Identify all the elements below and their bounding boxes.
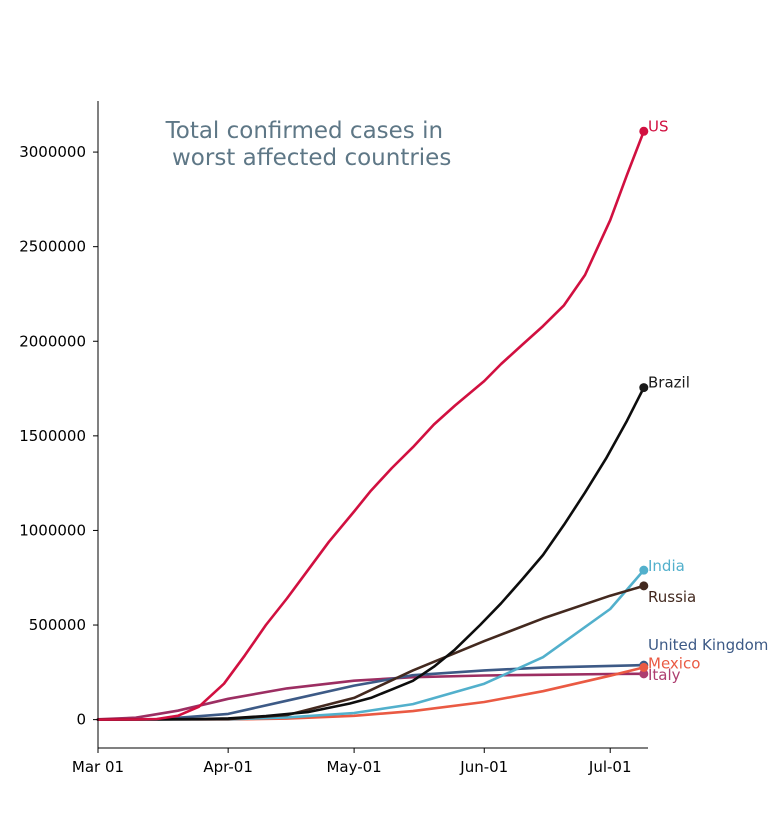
series-end-marker-russia (639, 581, 649, 591)
series-line-italy (96, 672, 646, 721)
series-end-label-india: India (648, 557, 685, 575)
chart-title: Total confirmed cases in worst affected … (165, 118, 452, 171)
series-line-russia (96, 584, 646, 721)
series-end-marker-india (639, 565, 649, 575)
series-end-label-russia: Russia (648, 588, 696, 606)
series-end-label-united-kingdom: United Kingdom (648, 636, 768, 654)
y-tick-label: 2000000 (19, 332, 86, 350)
y-axis-ticks: 0 500000 1000000 1500000 2000000 2500000 30000… (19, 143, 98, 729)
series-line-brazil (96, 386, 646, 721)
x-tick-label: Mar 01 (72, 758, 124, 776)
series-end-label-mexico: Mexico (648, 654, 700, 672)
x-tick-label: Jul-01 (588, 758, 632, 776)
y-tick-label: 0 (76, 711, 86, 729)
y-tick-label: 500000 (29, 616, 86, 634)
x-axis-ticks: Mar 01 Apr-01 May-01 Jun-01 Jul-01 (72, 748, 632, 776)
x-tick-label: Jun-01 (459, 758, 508, 776)
axes: 0 500000 1000000 1500000 2000000 2500000 30000… (19, 101, 648, 776)
y-tick-label: 1500000 (19, 427, 86, 445)
series-end-label-brazil: Brazil (648, 374, 690, 392)
series-end-marker-mexico (639, 662, 649, 672)
x-tick-label: Apr-01 (203, 758, 253, 776)
series-lines (96, 130, 646, 721)
series-end-marker-us (639, 126, 649, 136)
series-line-united-kingdom (96, 663, 646, 721)
chart-title-line-2: worst affected countries (165, 145, 452, 171)
series-end-marker-italy (639, 669, 649, 679)
y-tick-label: 2500000 (19, 238, 86, 256)
y-tick-label: 3000000 (19, 143, 86, 161)
series-end-label-us: US (648, 117, 669, 135)
x-tick-label: May-01 (326, 758, 381, 776)
series-end-label-italy: Italy (648, 666, 681, 684)
series-line-us (96, 130, 646, 721)
series-end-marker-brazil (639, 383, 649, 393)
chart-title-line-1: Total confirmed cases in (165, 118, 443, 144)
series-end-markers (639, 126, 649, 679)
y-tick-label: 1000000 (19, 521, 86, 539)
